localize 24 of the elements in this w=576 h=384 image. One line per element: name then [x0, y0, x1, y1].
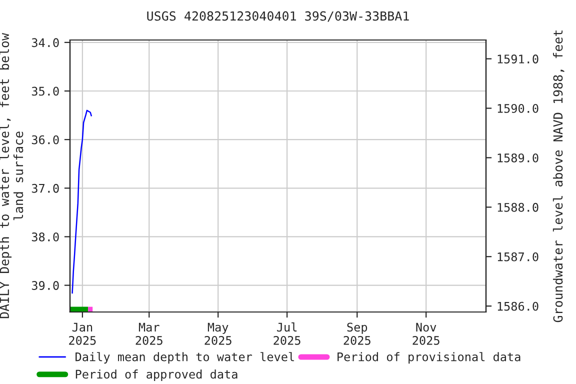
x-tick-label: Sep 2025 — [344, 322, 370, 345]
legend-label: Period of approved data — [76, 370, 238, 381]
legend-label: Daily mean depth to water level — [76, 352, 294, 364]
y-tick-label: 37.0 — [32, 184, 59, 193]
y2-tick-label: 1586.0 — [498, 302, 538, 311]
y-tick-label: 35.0 — [32, 86, 59, 96]
y-tick-label: 34.0 — [32, 38, 59, 48]
legend-label: Period of provisional data — [338, 352, 520, 364]
y2-tick-label: 1589.0 — [498, 153, 538, 162]
y2-axis-title: Groundwater level above NAVD 1988, feet — [552, 30, 564, 322]
y2-tick-label: 1587.0 — [498, 252, 538, 262]
x-tick-label: Nov 2025 — [412, 322, 440, 345]
line-series — [72, 110, 92, 294]
y-tick-label: 36.0 — [32, 135, 59, 144]
y-tick-label: 38.0 — [32, 232, 59, 242]
y2-tick-label: 1591.0 — [498, 54, 538, 64]
y2-tick-label: 1590.0 — [498, 104, 538, 113]
y2-tick-label: 1588.0 — [498, 202, 538, 212]
x-tick-label: Jan 2025 — [69, 322, 96, 345]
chart-title: USGS 420825123040401 39S/03W-33BBA1 — [147, 11, 409, 22]
x-tick-label: May 2025 — [204, 322, 232, 345]
x-tick-label: Jul 2025 — [274, 322, 300, 345]
y-tick-label: 39.0 — [32, 281, 59, 290]
x-tick-label: Mar 2025 — [136, 322, 162, 345]
